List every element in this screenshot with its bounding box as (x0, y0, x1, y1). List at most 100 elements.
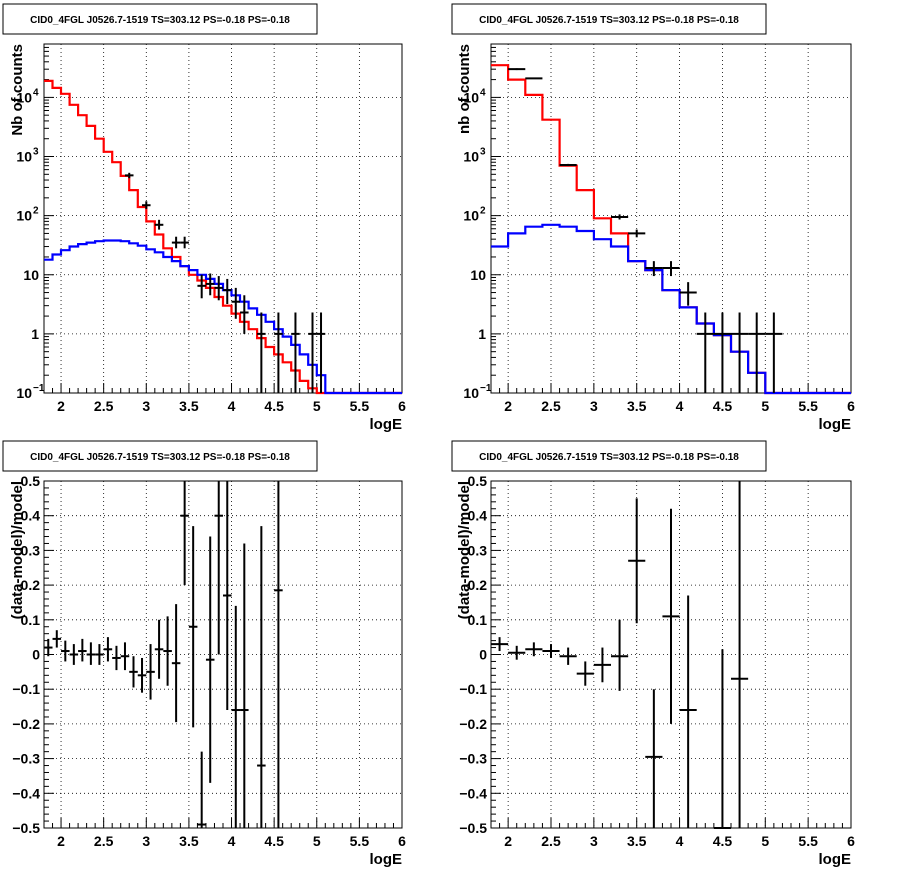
x-tick-label: 2 (57, 833, 65, 849)
x-tick-label: 3.5 (627, 833, 647, 849)
data-point (525, 77, 543, 80)
y-tick-label: 0.1 (21, 612, 41, 628)
x-tick-label: 2.5 (94, 833, 114, 849)
title-box (451, 440, 767, 472)
data-point (44, 638, 53, 657)
data-point (205, 536, 215, 783)
y-tick-label: −0.1 (459, 681, 487, 697)
x-tick-label: 3 (590, 833, 598, 849)
x-tick-label: 2.5 (94, 398, 114, 414)
x-tick-label: 5 (313, 398, 321, 414)
y-tick-label: 10 (16, 208, 32, 224)
y-tick-label: 0 (479, 647, 487, 663)
data-point (171, 236, 181, 249)
data-point (95, 644, 104, 665)
x-axis-label: logE (819, 851, 852, 868)
data-point (274, 312, 283, 393)
x-tick-label: 2 (504, 398, 512, 414)
y-tick-label: 0.4 (21, 508, 41, 524)
data-point (205, 273, 215, 296)
x-axis-label: logE (370, 851, 403, 868)
x-tick-label: 6 (398, 398, 406, 414)
data-point (593, 647, 611, 683)
data-point (124, 172, 134, 179)
data-point (171, 604, 181, 723)
data-point (112, 645, 121, 671)
chart-panel-4: CID0_4FGL J0526.7-1519 TS=303.12 PS=-0.1… (451, 440, 855, 868)
y-tick-label: 10 (16, 89, 32, 105)
x-tick-label: 3 (142, 398, 150, 414)
x-tick-label: 4.5 (264, 833, 284, 849)
y-axis-label: nb of counts (456, 44, 473, 134)
data-point (78, 638, 87, 662)
data-points (44, 481, 283, 828)
chart-panel-1: CID0_4FGL J0526.7-1519 TS=303.12 PS=-0.1… (2, 3, 406, 433)
x-tick-label: 5 (313, 833, 321, 849)
x-tick-label: 3 (142, 833, 150, 849)
x-tick-label: 4.5 (264, 398, 284, 414)
data-point (748, 312, 766, 393)
data-point (662, 261, 680, 277)
y-axis-label: (data-model)/model (9, 481, 26, 619)
y-tick-exponent: −1 (480, 383, 492, 394)
x-tick-label: 4.5 (713, 398, 733, 414)
data-point (180, 481, 189, 586)
y-tick-label: −0.3 (12, 751, 40, 767)
data-point (240, 543, 249, 828)
y-tick-label: 0.1 (468, 612, 488, 628)
data-point (713, 312, 731, 393)
data-point (611, 619, 629, 691)
y-tick-label: 0.3 (468, 542, 488, 558)
x-tick-label: 2 (57, 398, 65, 414)
y-tick-exponent: 3 (480, 147, 486, 158)
x-tick-label: 5.5 (798, 398, 818, 414)
data-point (611, 214, 629, 220)
axis-ticks (43, 480, 403, 829)
data-point (257, 526, 266, 828)
data-point (291, 312, 300, 393)
y-tick-label: 10 (463, 208, 479, 224)
axis-ticks (490, 43, 852, 394)
data-point (508, 68, 526, 71)
data-point (628, 498, 646, 624)
x-tick-label: 4 (228, 833, 236, 849)
y-tick-label: 10 (463, 385, 479, 401)
chart-title: CID0_4FGL J0526.7-1519 TS=303.12 PS=-0.1… (479, 452, 739, 463)
series-line-red (44, 79, 402, 395)
x-tick-label: 3.5 (179, 833, 199, 849)
data-point (491, 637, 509, 652)
data-point (628, 229, 646, 238)
x-axis-label: logE (819, 416, 852, 433)
data-point (223, 278, 232, 305)
chart-title: CID0_4FGL J0526.7-1519 TS=303.12 PS=-0.1… (30, 452, 290, 463)
x-tick-label: 4 (228, 398, 236, 414)
y-tick-exponent: 2 (480, 206, 486, 217)
y-tick-label: 0.3 (21, 542, 41, 558)
x-tick-label: 5 (761, 833, 769, 849)
data-point (731, 481, 749, 828)
y-tick-label: −0.2 (12, 716, 40, 732)
data-point (129, 656, 138, 688)
data-point (163, 616, 172, 686)
data-point (52, 630, 62, 648)
y-tick-label: 0.4 (468, 508, 488, 524)
y-tick-label: 10 (463, 149, 479, 165)
y-axis-label: Nb of counts (9, 44, 26, 136)
x-tick-label: 4.5 (713, 833, 733, 849)
data-point (61, 640, 70, 662)
data-point (679, 595, 697, 828)
data-point (525, 642, 543, 657)
data-point (231, 287, 241, 319)
data-point (137, 657, 147, 693)
data-point (223, 481, 232, 711)
chart-panel-2: CID0_4FGL J0526.7-1519 TS=303.12 PS=-0.1… (451, 3, 855, 433)
title-box (2, 3, 318, 35)
data-point (240, 295, 249, 334)
y-tick-label: 1 (478, 326, 486, 342)
y-axis-label: (data-model)/model (456, 481, 473, 619)
x-tick-label: 5.5 (350, 833, 370, 849)
data-point (316, 312, 326, 393)
data-point (214, 276, 223, 301)
y-tick-exponent: 2 (33, 206, 39, 217)
data-point (197, 751, 206, 828)
